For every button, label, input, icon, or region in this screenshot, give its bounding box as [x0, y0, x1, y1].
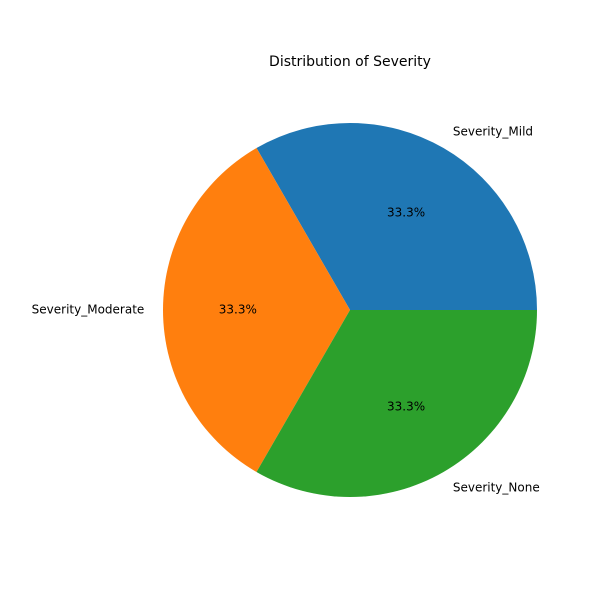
pie-slices — [163, 122, 537, 497]
slice-percent-label: 33.3% — [387, 400, 425, 414]
pie-slice-severity-none — [256, 310, 537, 497]
slice-label: Severity_Moderate — [32, 303, 145, 317]
slice-percent-label: 33.3% — [219, 303, 257, 317]
pie-slice-severity-moderate — [163, 148, 350, 472]
pie-labels: Severity_Mild 33.3% Severity_Moderate 33.3%… — [32, 124, 540, 494]
pie-slice-severity-mild — [256, 122, 537, 311]
chart-title: Distribution of Severity — [269, 54, 431, 70]
slice-percent-label: 33.3% — [387, 205, 425, 219]
slice-label: Severity_None — [453, 481, 540, 495]
slice-label: Severity_Mild — [453, 124, 533, 138]
